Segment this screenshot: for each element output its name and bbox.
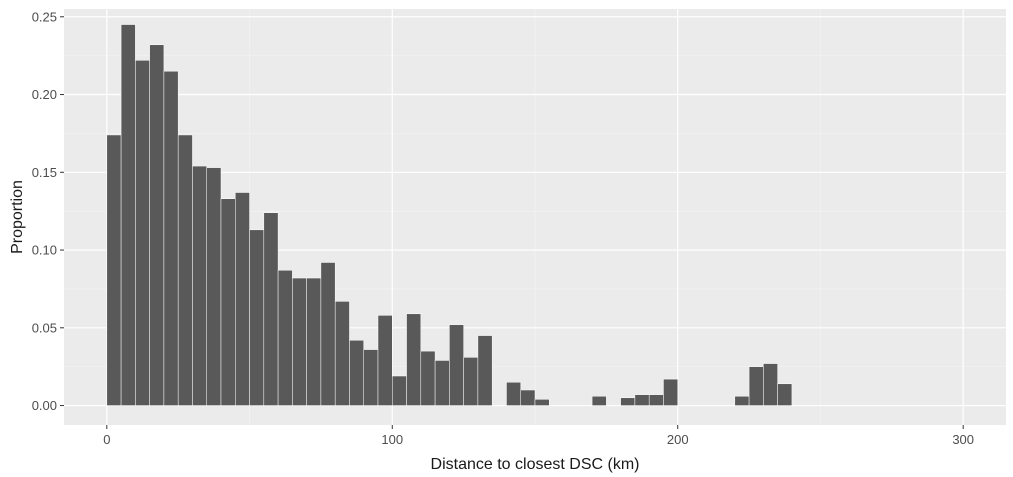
histogram-bar [192,165,207,406]
histogram-bar [292,277,307,406]
histogram-bar [106,134,122,406]
histogram-bar [277,270,293,406]
y-tick-label: 0.15 [32,165,57,180]
histogram-bar [306,277,322,406]
histogram-bar [777,383,793,406]
y-tick-label: 0.05 [32,320,57,335]
histogram-bar [591,395,607,406]
histogram-bar [434,360,450,406]
histogram-bar [648,394,664,406]
histogram-bar [220,198,236,406]
histogram-bar [763,363,778,406]
histogram-bar [449,324,464,406]
histogram-bar [377,315,393,406]
histogram-bar [748,366,764,406]
histogram-bar [263,212,279,406]
axes: 0.00 0.05 0.10 0.15 0.20 0.25 0 100 200 300 [32,9,974,447]
histogram-bar [334,301,350,406]
histogram-bar [520,389,536,406]
histogram-bar [177,134,193,406]
histogram-bar [392,375,407,406]
y-tick-label: 0.20 [32,87,57,102]
histogram-bar [135,60,150,406]
x-tick-label: 300 [952,432,974,447]
y-tick-label: 0.25 [32,9,57,24]
x-axis-title: Distance to closest DSC (km) [431,456,640,473]
histogram-bar [663,378,678,406]
y-tick-label: 0.10 [32,243,57,258]
histogram-bar [249,229,265,406]
bars [106,24,964,406]
x-tick-label: 200 [667,432,689,447]
histogram-bar [634,394,650,406]
histogram-bar [349,339,364,406]
histogram-bar [406,313,422,406]
y-axis-title: Proportion [9,180,26,254]
x-tick-label: 100 [381,432,403,447]
histogram-bar [320,262,336,406]
histogram-bar [363,349,379,406]
histogram-bar [163,70,179,406]
histogram-bar [734,395,750,406]
histogram-bar [206,167,222,406]
histogram-bar [235,192,250,406]
x-tick-label: 0 [103,432,110,447]
histogram-bar [120,24,136,406]
histogram-bar [420,350,436,406]
y-tick-label: 0.00 [32,398,57,413]
histogram-bar [534,399,550,406]
histogram-bar [620,397,636,406]
histogram-bar [463,357,479,406]
histogram-bar [477,335,493,406]
histogram-bar [149,44,165,406]
histogram-bar [506,381,521,406]
